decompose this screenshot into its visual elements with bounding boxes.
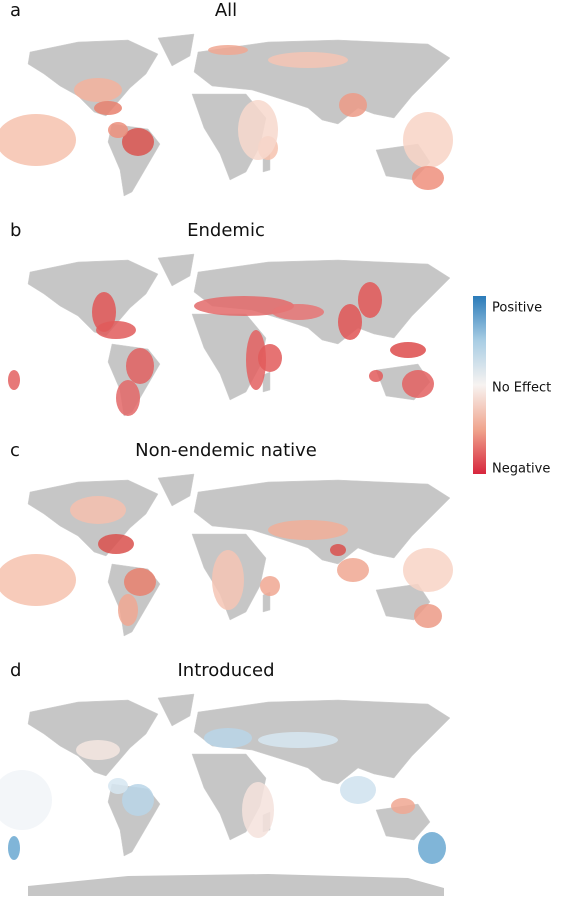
effect-region — [260, 576, 280, 596]
effect-region — [338, 304, 362, 340]
effect-region — [204, 728, 252, 748]
landmass — [193, 39, 451, 125]
effect-region — [339, 93, 367, 117]
effect-region — [414, 604, 442, 628]
effect-region — [391, 798, 415, 814]
effect-region — [194, 296, 294, 316]
legend-label: No Effect — [492, 381, 551, 396]
effect-region — [340, 776, 376, 804]
effect-region — [403, 548, 453, 592]
landmass — [27, 259, 159, 337]
effect-region — [74, 78, 122, 102]
effect-region — [108, 778, 128, 794]
effect-region — [122, 784, 154, 816]
legend-label: Positive — [492, 301, 542, 316]
effect-region — [118, 594, 138, 626]
effect-region — [126, 348, 154, 384]
panels: a All b Endemic c Non-endemic native d Introduc… — [0, 0, 453, 896]
legend-label: Negative — [492, 462, 550, 477]
panel-letter: a — [10, 0, 21, 21]
effect-region — [70, 496, 126, 524]
map-panel: b Endemic — [8, 220, 451, 417]
landmass — [157, 693, 195, 727]
effect-region — [272, 304, 324, 320]
landmass — [27, 699, 159, 777]
effect-region — [0, 554, 76, 606]
effect-region — [418, 832, 446, 864]
landmass — [157, 33, 195, 67]
effect-region — [8, 836, 20, 860]
world-map — [8, 253, 451, 417]
effect-region — [330, 544, 346, 556]
effect-region — [212, 550, 244, 610]
effect-region — [369, 370, 383, 382]
effect-region — [412, 166, 444, 190]
effect-region — [116, 380, 140, 416]
effect-region — [402, 370, 434, 398]
effect-region — [238, 100, 278, 160]
effect-region — [108, 122, 128, 138]
effect-region — [246, 330, 266, 390]
landmass — [262, 371, 271, 393]
effect-region — [358, 282, 382, 318]
world-map — [0, 693, 451, 896]
panel-title: Introduced — [177, 660, 274, 681]
effect-region — [268, 52, 348, 68]
panel-title: All — [215, 0, 237, 21]
panel-letter: d — [10, 660, 21, 681]
legend: Positive No Effect Negative — [473, 296, 551, 477]
antarctica — [28, 874, 444, 896]
panel-title: Endemic — [187, 220, 265, 241]
effect-region — [124, 568, 156, 596]
map-panel: d Introduced — [0, 660, 451, 896]
effect-region — [122, 128, 154, 156]
effect-region — [96, 321, 136, 339]
effect-region — [8, 370, 20, 390]
effect-region — [0, 770, 52, 830]
map-panel: a All — [0, 0, 453, 197]
map-panel: c Non-endemic native — [0, 440, 453, 637]
effect-region — [268, 520, 348, 540]
effect-region — [76, 740, 120, 760]
effect-region — [390, 342, 426, 358]
panel-letter: c — [10, 440, 20, 461]
effect-region — [258, 732, 338, 748]
landmass — [191, 313, 267, 401]
effect-region — [242, 782, 274, 838]
landmass — [157, 253, 195, 287]
effect-region — [94, 101, 122, 115]
world-map — [0, 33, 453, 197]
panel-letter: b — [10, 220, 21, 241]
effect-region — [403, 112, 453, 168]
landmass — [27, 39, 159, 117]
effect-region — [208, 45, 248, 55]
landmass — [157, 473, 195, 507]
effect-region — [258, 344, 282, 372]
effect-region — [337, 558, 369, 582]
world-map — [0, 473, 453, 637]
effect-region — [98, 534, 134, 554]
effect-region — [0, 114, 76, 166]
color-bar — [473, 296, 486, 474]
panel-title: Non-endemic native — [135, 440, 317, 461]
